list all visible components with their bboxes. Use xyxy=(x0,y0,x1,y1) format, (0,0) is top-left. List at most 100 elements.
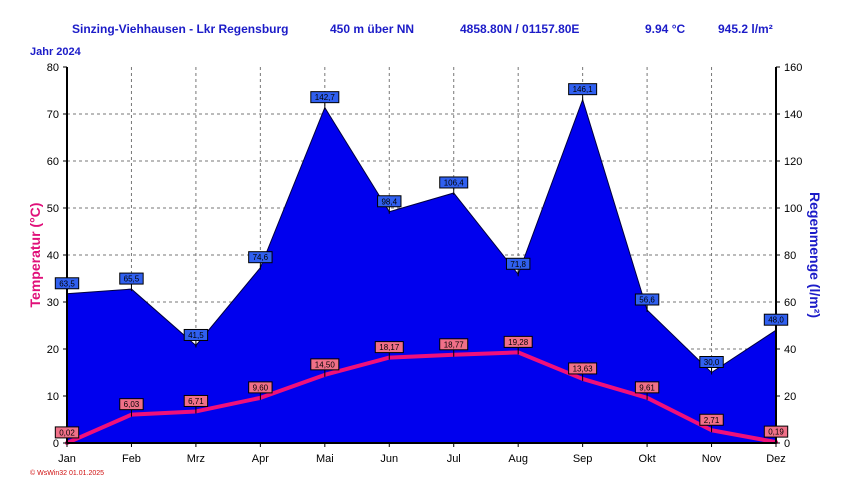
total-rainfall: 945.2 l/m² xyxy=(718,22,773,36)
label-text: 41,5 xyxy=(188,331,204,340)
rain-data-label: 48,0 xyxy=(763,313,789,333)
label-text: 0,19 xyxy=(768,428,784,437)
label-text: 106,4 xyxy=(444,178,465,187)
label-box xyxy=(634,293,660,306)
rain-data-label: 63,5 xyxy=(54,277,80,296)
label-text: 9,60 xyxy=(253,383,269,392)
average-temperature: 9.94 °C xyxy=(645,22,686,36)
elevation: 450 m über NN xyxy=(330,22,415,36)
label-text: 56,6 xyxy=(639,295,655,304)
label-text: 9,61 xyxy=(639,383,655,392)
y-left-tick-label: 60 xyxy=(47,156,59,168)
label-box xyxy=(568,83,598,96)
x-tick-label: Mrz xyxy=(187,453,205,465)
rain-data-label: 146,1 xyxy=(568,83,598,102)
x-tick-label: Feb xyxy=(122,453,141,465)
label-text: 30,0 xyxy=(704,358,720,367)
label-box xyxy=(119,272,144,285)
label-text: 63,5 xyxy=(59,279,75,288)
data-labels: 63,5 65,5 41,5 74,6 142,7 98,4 106,4 71,8 146,1 5… xyxy=(54,83,789,445)
rain-data-label: 98,4 xyxy=(377,195,402,214)
label-box xyxy=(54,277,80,290)
y-left-tick-label: 70 xyxy=(47,109,59,121)
label-box xyxy=(634,381,660,394)
label-box xyxy=(763,425,789,438)
label-box xyxy=(568,362,598,375)
y-right-tick-label: 60 xyxy=(784,297,796,309)
label-box xyxy=(54,426,80,439)
copyright-note: © WsWin32 01.01.2025 xyxy=(30,470,105,477)
label-text: 146,1 xyxy=(573,85,594,94)
label-text: 71,8 xyxy=(510,260,526,269)
y-left-tick-label: 20 xyxy=(47,344,59,356)
rain-area xyxy=(66,98,777,444)
rain-data-label: 56,6 xyxy=(634,293,660,312)
temperature-data-label: 6,71 xyxy=(183,394,209,414)
rain-data-label: 71,8 xyxy=(505,257,531,277)
temperature-data-label: 9,60 xyxy=(248,381,273,400)
station-name: Sinzing-Viehhausen - Lkr Regensburg xyxy=(72,22,289,36)
y-right-tick-label: 140 xyxy=(784,109,802,121)
x-tick-label: Jul xyxy=(447,453,461,465)
label-text: 19,28 xyxy=(508,338,529,347)
label-box xyxy=(310,358,340,371)
x-tick-label: Aug xyxy=(508,453,528,465)
rain-data-label: 30,0 xyxy=(699,356,724,375)
y-right-tick-label: 80 xyxy=(784,250,796,262)
label-box xyxy=(374,341,404,354)
y-right-tick-label: 120 xyxy=(784,156,802,168)
label-text: 48,0 xyxy=(768,316,784,325)
x-tick-label: Okt xyxy=(639,453,656,465)
y-left-tick-label: 50 xyxy=(47,203,59,215)
temperature-data-label: 0,19 xyxy=(763,425,789,445)
temperature-data-label: 9,61 xyxy=(634,381,660,400)
rain-data-label: 41,5 xyxy=(183,328,209,348)
label-text: 6,03 xyxy=(124,400,140,409)
rain-series xyxy=(66,98,777,444)
rain-data-label: 142,7 xyxy=(310,91,340,110)
coordinates: 4858.80N / 01157.80E xyxy=(460,22,580,36)
y-right-tick-label: 40 xyxy=(784,344,796,356)
label-box xyxy=(183,394,209,407)
temperature-data-label: 18,17 xyxy=(374,341,404,360)
temperature-data-label: 0,02 xyxy=(54,426,80,445)
label-text: 13,63 xyxy=(573,364,594,373)
x-tick-label: Sep xyxy=(573,453,593,465)
label-box xyxy=(310,91,340,104)
label-text: 18,77 xyxy=(444,340,465,349)
label-box xyxy=(699,413,724,426)
y-left-tick-label: 10 xyxy=(47,391,59,403)
temperature-series xyxy=(65,350,778,445)
label-text: 65,5 xyxy=(124,275,140,284)
temperature-data-label: 14,50 xyxy=(310,358,340,377)
y-left-tick-label: 30 xyxy=(47,297,59,309)
label-box xyxy=(763,313,789,326)
x-tick-label: Nov xyxy=(702,453,722,465)
temperature-data-label: 2,71 xyxy=(699,413,724,433)
y-right-tick-label: 160 xyxy=(784,62,802,74)
rain-data-label: 106,4 xyxy=(439,176,469,195)
chart-header: Sinzing-Viehhausen - Lkr Regensburg 450 … xyxy=(0,0,850,40)
rain-data-label: 74,6 xyxy=(248,251,273,270)
label-text: 98,4 xyxy=(381,197,397,206)
y-left-tick-label: 80 xyxy=(47,62,59,74)
x-tick-label: Dez xyxy=(766,453,786,465)
label-text: 74,6 xyxy=(253,253,269,262)
y-right-tick-label: 20 xyxy=(784,391,796,403)
label-box xyxy=(377,195,402,208)
x-tick-label: Mai xyxy=(316,453,334,465)
temperature-data-label: 13,63 xyxy=(568,362,598,381)
label-text: 14,50 xyxy=(315,360,336,369)
y-right-tick-label: 0 xyxy=(784,438,790,450)
label-text: 18,17 xyxy=(379,343,400,352)
x-tick-label: Apr xyxy=(252,453,269,465)
y-axis-left-title: Temperatur (°C) xyxy=(27,203,43,308)
label-text: 6,71 xyxy=(188,397,204,406)
label-box xyxy=(248,381,273,394)
label-text: 2,71 xyxy=(704,416,720,425)
y-axis-right-title: Regenmenge (l/m²) xyxy=(807,192,823,318)
year-label: Jahr 2024 xyxy=(30,46,81,58)
temperature-data-label: 19,28 xyxy=(503,335,533,355)
y-right-tick-label: 100 xyxy=(784,203,802,215)
